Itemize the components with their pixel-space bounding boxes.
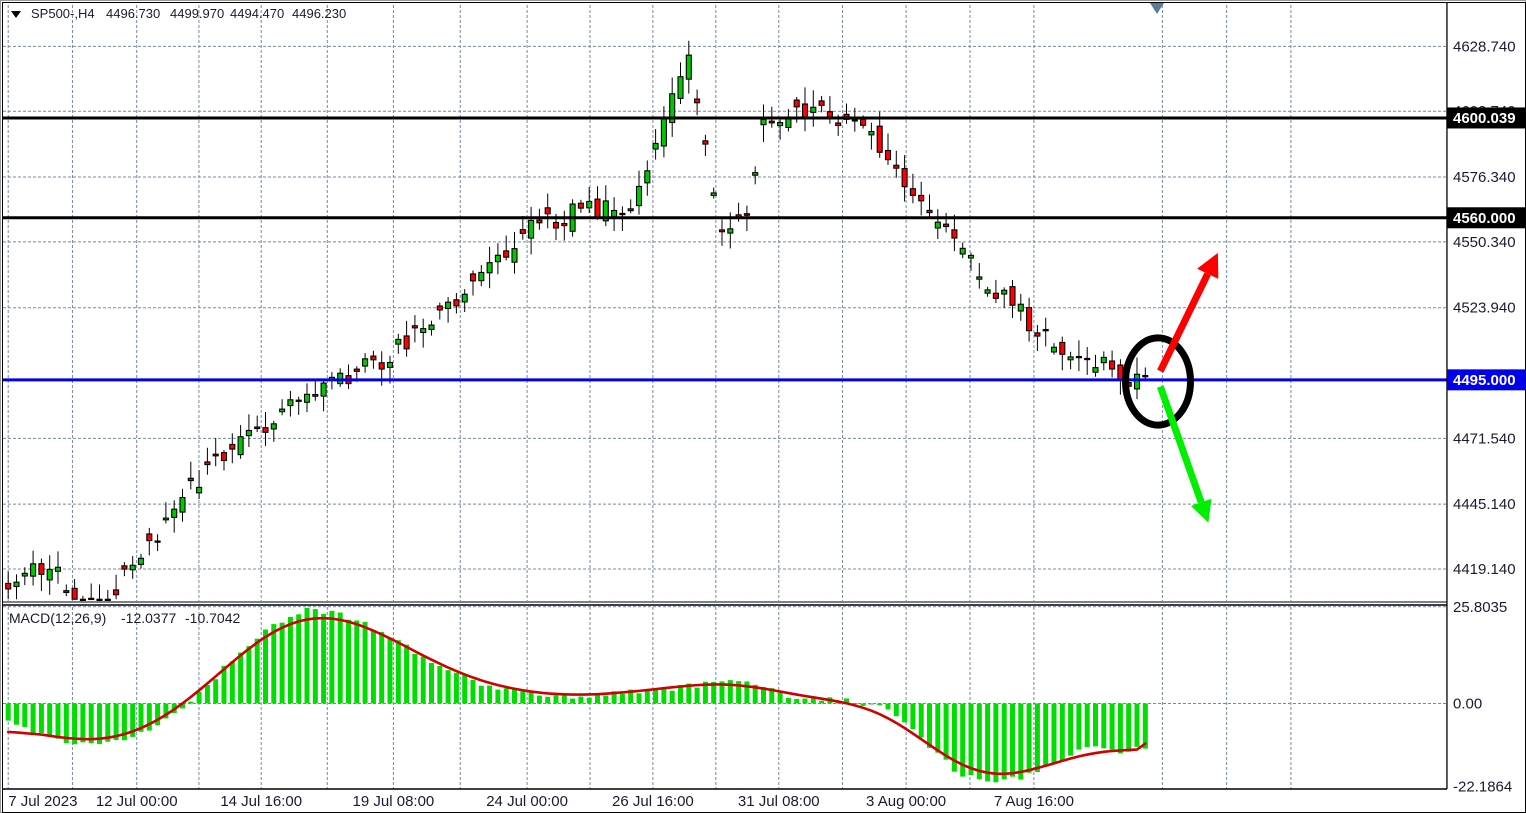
svg-text:4495.000: 4495.000 [1453,372,1516,389]
svg-text:4445.140: 4445.140 [1453,496,1516,513]
svg-text:4419.140: 4419.140 [1453,561,1516,578]
svg-text:4600.039: 4600.039 [1453,110,1516,127]
svg-text:25.8035: 25.8035 [1453,599,1507,616]
svg-text:4471.540: 4471.540 [1453,430,1516,447]
svg-text:7 Jul 2023: 7 Jul 2023 [8,793,77,810]
svg-text:4494.470: 4494.470 [230,6,284,21]
svg-text:4496.230: 4496.230 [292,6,346,21]
svg-text:MACD(12,26,9): MACD(12,26,9) [9,610,106,626]
svg-text:14 Jul 16:00: 14 Jul 16:00 [220,793,302,810]
svg-text:4550.340: 4550.340 [1453,234,1516,251]
svg-text:-22.1864: -22.1864 [1453,779,1512,796]
svg-text:24 Jul 00:00: 24 Jul 00:00 [486,793,568,810]
svg-text:3 Aug 00:00: 3 Aug 00:00 [866,793,946,810]
svg-text:-12.0377: -12.0377 [121,610,176,626]
svg-text:19 Jul 08:00: 19 Jul 08:00 [353,793,435,810]
svg-text:4560.000: 4560.000 [1453,210,1516,227]
svg-text:12 Jul 00:00: 12 Jul 00:00 [96,793,178,810]
svg-text:4576.340: 4576.340 [1453,169,1516,186]
svg-text:4628.740: 4628.740 [1453,38,1516,55]
svg-text:-10.7042: -10.7042 [185,610,240,626]
svg-text:26 Jul 16:00: 26 Jul 16:00 [612,793,694,810]
svg-text:4499.970: 4499.970 [170,6,224,21]
svg-text:7 Aug 16:00: 7 Aug 16:00 [994,793,1074,810]
svg-text:31 Jul 08:00: 31 Jul 08:00 [738,793,820,810]
svg-text:SP500-,H4: SP500-,H4 [31,6,95,21]
svg-text:4523.940: 4523.940 [1453,300,1516,317]
svg-text:0.00: 0.00 [1453,696,1482,713]
svg-text:4496.730: 4496.730 [106,6,160,21]
